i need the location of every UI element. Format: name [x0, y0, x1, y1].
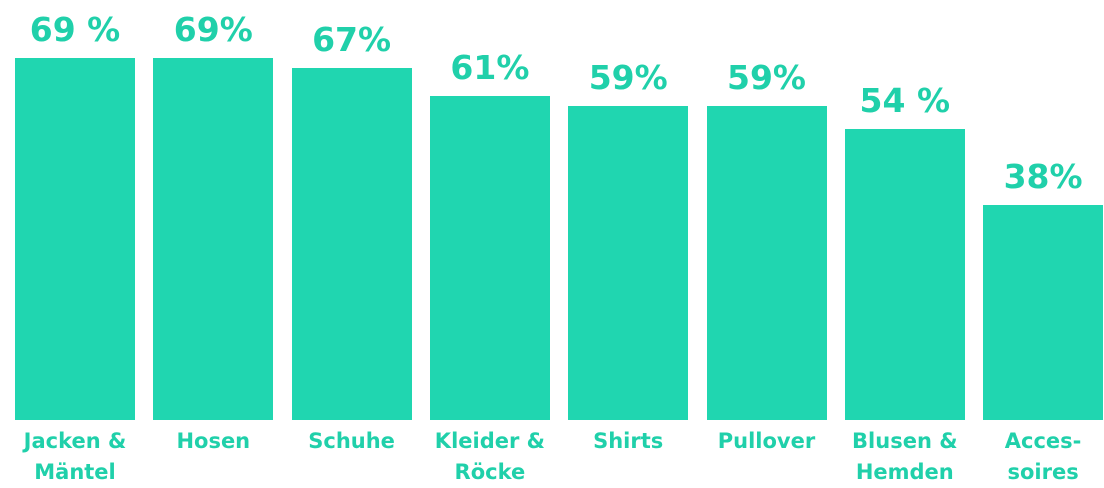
x-tick-label: Jacken & Mäntel — [23, 429, 127, 484]
value-label: 38% — [1003, 157, 1083, 196]
value-label: 59% — [727, 57, 806, 97]
bar — [706, 105, 827, 420]
value-label: 69% — [173, 10, 253, 50]
bar — [568, 105, 689, 420]
x-tick-label: Schuhe — [308, 429, 395, 453]
x-tick-label: Hosen — [176, 429, 251, 453]
x-tick-label: Pullover — [717, 429, 816, 453]
bar — [291, 67, 412, 420]
value-label: 59% — [588, 57, 668, 97]
bar — [844, 129, 965, 420]
value-label: 54 % — [859, 81, 951, 121]
bar — [153, 58, 274, 420]
x-tick-label: Acces- soires — [1004, 429, 1082, 484]
bar — [15, 58, 135, 420]
x-tick-label: Blusen & Hemden — [852, 429, 958, 484]
x-tick-label: Shirts — [593, 429, 664, 453]
bar — [983, 205, 1104, 420]
value-label: 69 % — [29, 10, 121, 50]
bar — [429, 96, 550, 420]
value-label: 61% — [450, 48, 530, 88]
x-tick-label: Kleider & Röcke — [434, 429, 545, 484]
value-label: 67% — [312, 19, 392, 59]
